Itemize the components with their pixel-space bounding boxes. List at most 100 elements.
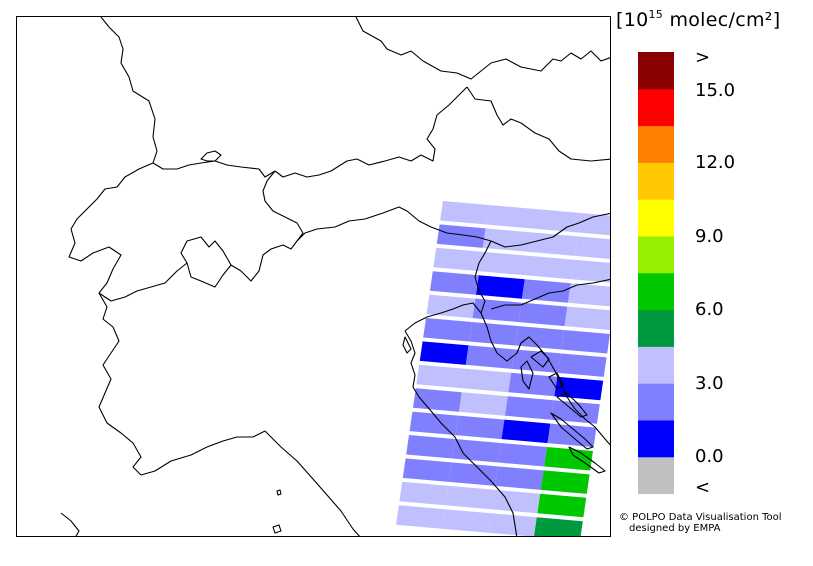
- coast-croatia: [560, 382, 610, 446]
- border-france-germany: [100, 17, 158, 164]
- swath-pixel: [525, 255, 575, 280]
- swath-pixel: [458, 392, 508, 416]
- credit-line-2: designed by EMPA: [629, 523, 721, 534]
- swath-pixel: [564, 306, 610, 331]
- swath-pixel: [534, 517, 583, 536]
- color-scale: [638, 52, 674, 495]
- legend-color-box: [638, 309, 674, 347]
- swath-pixel: [508, 372, 558, 397]
- legend-color-box: [638, 236, 674, 274]
- legend-tick-0: 0.0: [695, 446, 724, 467]
- swath-pixel: [423, 318, 472, 342]
- credit-line-1: © POLPO Data Visualisation Tool: [619, 512, 782, 523]
- legend-color-box: [638, 456, 674, 495]
- legend-color-box: [638, 346, 674, 384]
- coast-italy-adriatic: [404, 330, 518, 536]
- swath-pixel: [399, 481, 449, 506]
- swath-pixel: [402, 458, 452, 482]
- swath-pixel: [554, 376, 604, 401]
- swath-pixel: [504, 396, 554, 420]
- border-italy-slovenia: [474, 240, 492, 314]
- swath-pixel: [479, 251, 529, 276]
- legend-tick-15: 15.0: [695, 80, 736, 101]
- border-germany-czech: [355, 17, 412, 56]
- swath-pixel: [406, 435, 455, 459]
- legend-tick-6: 6.0: [695, 299, 724, 320]
- country-borders: [60, 17, 610, 536]
- swath-pixel: [426, 294, 476, 319]
- legend-color-box: [638, 162, 674, 200]
- island-rab: [548, 372, 564, 390]
- swath-pixel: [515, 326, 564, 350]
- map-panel[interactable]: [16, 16, 611, 537]
- swath-pixel: [445, 485, 495, 510]
- swath-pixel: [469, 322, 518, 346]
- legend-color-box: [638, 272, 674, 311]
- swath-pixel: [574, 236, 610, 259]
- legend-color-box: [638, 199, 674, 237]
- coast-italy-west: [264, 430, 360, 536]
- swath-pixel: [494, 466, 544, 490]
- legend-tick-9: 9.0: [695, 226, 724, 247]
- border-switzerland-austria: [262, 170, 304, 242]
- swath-pixel: [528, 232, 578, 256]
- lake-constance: [200, 150, 222, 162]
- swath-pixel: [518, 302, 568, 327]
- swath-pixel: [547, 423, 597, 448]
- island-kornati: [568, 446, 606, 474]
- island-capraia: [276, 489, 282, 496]
- swath-pixel: [571, 259, 610, 283]
- coast-venice: [404, 302, 482, 332]
- legend-color-box: [638, 88, 674, 127]
- swath-pixel: [567, 283, 610, 307]
- swath-pixel: [521, 279, 571, 303]
- legend-color-box: [638, 52, 674, 90]
- swath-pixel: [532, 209, 581, 233]
- swath-pixel: [395, 505, 445, 529]
- legend-color-box: [638, 420, 674, 458]
- border-switzerland-ticino: [180, 236, 232, 266]
- coast-liguria: [140, 430, 266, 476]
- swath-pixel: [429, 271, 479, 295]
- swath-pixel: [436, 224, 486, 248]
- swath-pixel: [540, 470, 590, 494]
- swath-pixel: [482, 228, 532, 252]
- swath-pixel: [537, 493, 587, 518]
- island-dugi: [550, 412, 594, 450]
- swath-pixel: [440, 201, 489, 225]
- satellite-swath: [395, 201, 610, 536]
- border-france-switzerland: [68, 162, 154, 294]
- swath-pixel: [462, 368, 512, 393]
- swath-pixel: [465, 345, 515, 369]
- swath-pixel: [501, 419, 551, 444]
- island-elba: [272, 524, 282, 534]
- legend-color-box: [638, 383, 674, 421]
- swath-pixel: [419, 341, 469, 365]
- swath-pixel: [487, 513, 537, 536]
- border-slovenia-croatia: [490, 278, 610, 310]
- border-france-italy: [98, 292, 142, 476]
- legend-tick-12: 12.0: [695, 152, 736, 173]
- swath-pixel: [472, 298, 522, 323]
- legend-tick-above: >: [695, 47, 711, 68]
- swath-pixel: [561, 330, 610, 354]
- swath-pixel: [448, 462, 498, 486]
- legend-color-box: [638, 125, 674, 163]
- credit-text: © POLPO Data Visualisation Tool designed…: [619, 512, 782, 534]
- swath-pixel: [557, 353, 607, 377]
- swath-pixel: [412, 388, 462, 412]
- coast-lagoon: [402, 336, 412, 354]
- swath-pixel: [455, 415, 505, 440]
- legend-tick-3: 3.0: [695, 373, 724, 394]
- swath-pixel: [441, 509, 491, 533]
- swath-pixel: [416, 364, 466, 389]
- island-cres: [520, 360, 534, 390]
- swath-pixel: [452, 439, 501, 463]
- border-switzerland-italy: [98, 240, 298, 302]
- swath-pixel: [491, 489, 541, 514]
- border-germany-austria: [274, 86, 468, 178]
- swath-pixel: [475, 275, 525, 299]
- border-austria-slovenia: [490, 212, 610, 248]
- border-czech-austria: [410, 50, 610, 80]
- border-germany-switzerland: [152, 160, 276, 178]
